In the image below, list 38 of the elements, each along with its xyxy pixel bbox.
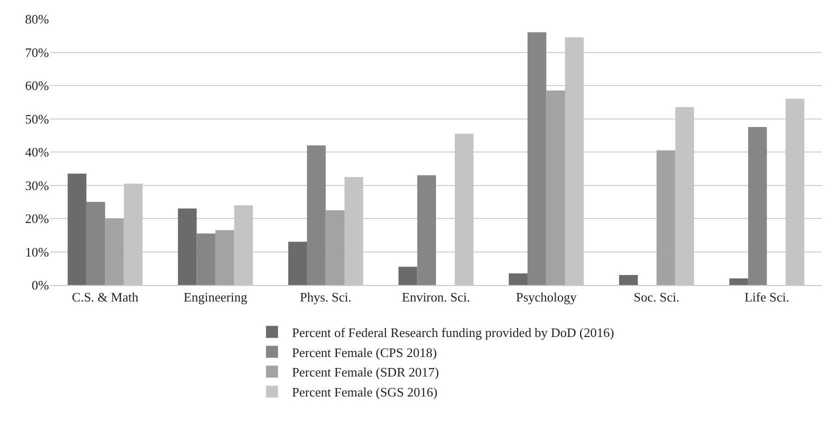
- bar: [398, 266, 418, 285]
- bar: [196, 233, 216, 285]
- bar: [215, 230, 234, 285]
- legend-label: Percent Female (SGS 2016): [292, 384, 438, 400]
- x-tick-label: Life Sci.: [744, 290, 790, 305]
- y-tick-label: 0%: [32, 278, 50, 293]
- x-tick-label: Psychology: [516, 290, 578, 305]
- bar: [86, 202, 106, 285]
- y-tick-label: 60%: [25, 78, 50, 94]
- y-tick-label: 80%: [25, 12, 50, 27]
- bar: [546, 90, 566, 285]
- bar: [528, 32, 546, 285]
- legend-label: Percent of Federal Research funding provided by DoD (2016): [292, 324, 614, 340]
- legend-label: Percent Female (SDR 2017): [292, 364, 439, 380]
- y-tick-label: 70%: [25, 44, 50, 60]
- y-tick-label: 20%: [25, 211, 50, 226]
- bar: [178, 208, 197, 285]
- x-tick-label: Soc. Sci.: [634, 290, 680, 305]
- y-tick-label: 40%: [25, 144, 50, 160]
- legend-label: Percent Female (CPS 2018): [292, 344, 437, 360]
- y-tick-label: 10%: [25, 244, 50, 260]
- x-tick-label: Engineering: [184, 290, 248, 305]
- bar: [417, 175, 436, 285]
- bar: [306, 145, 326, 285]
- bar: [656, 150, 676, 285]
- x-tick-label: C.S. & Math: [72, 290, 139, 305]
- bar: [326, 210, 344, 285]
- bar: [105, 218, 124, 285]
- bar: [619, 275, 638, 285]
- bar: [288, 242, 307, 285]
- y-tick-label: 30%: [25, 178, 50, 193]
- bar: [729, 278, 748, 285]
- y-tick-label: 50%: [25, 111, 50, 126]
- x-tick-label: Phys. Sci.: [300, 290, 352, 305]
- bar: [748, 127, 767, 285]
- bar: [68, 174, 86, 285]
- x-tick-label: Environ. Sci.: [402, 290, 470, 305]
- bar: [508, 273, 528, 285]
